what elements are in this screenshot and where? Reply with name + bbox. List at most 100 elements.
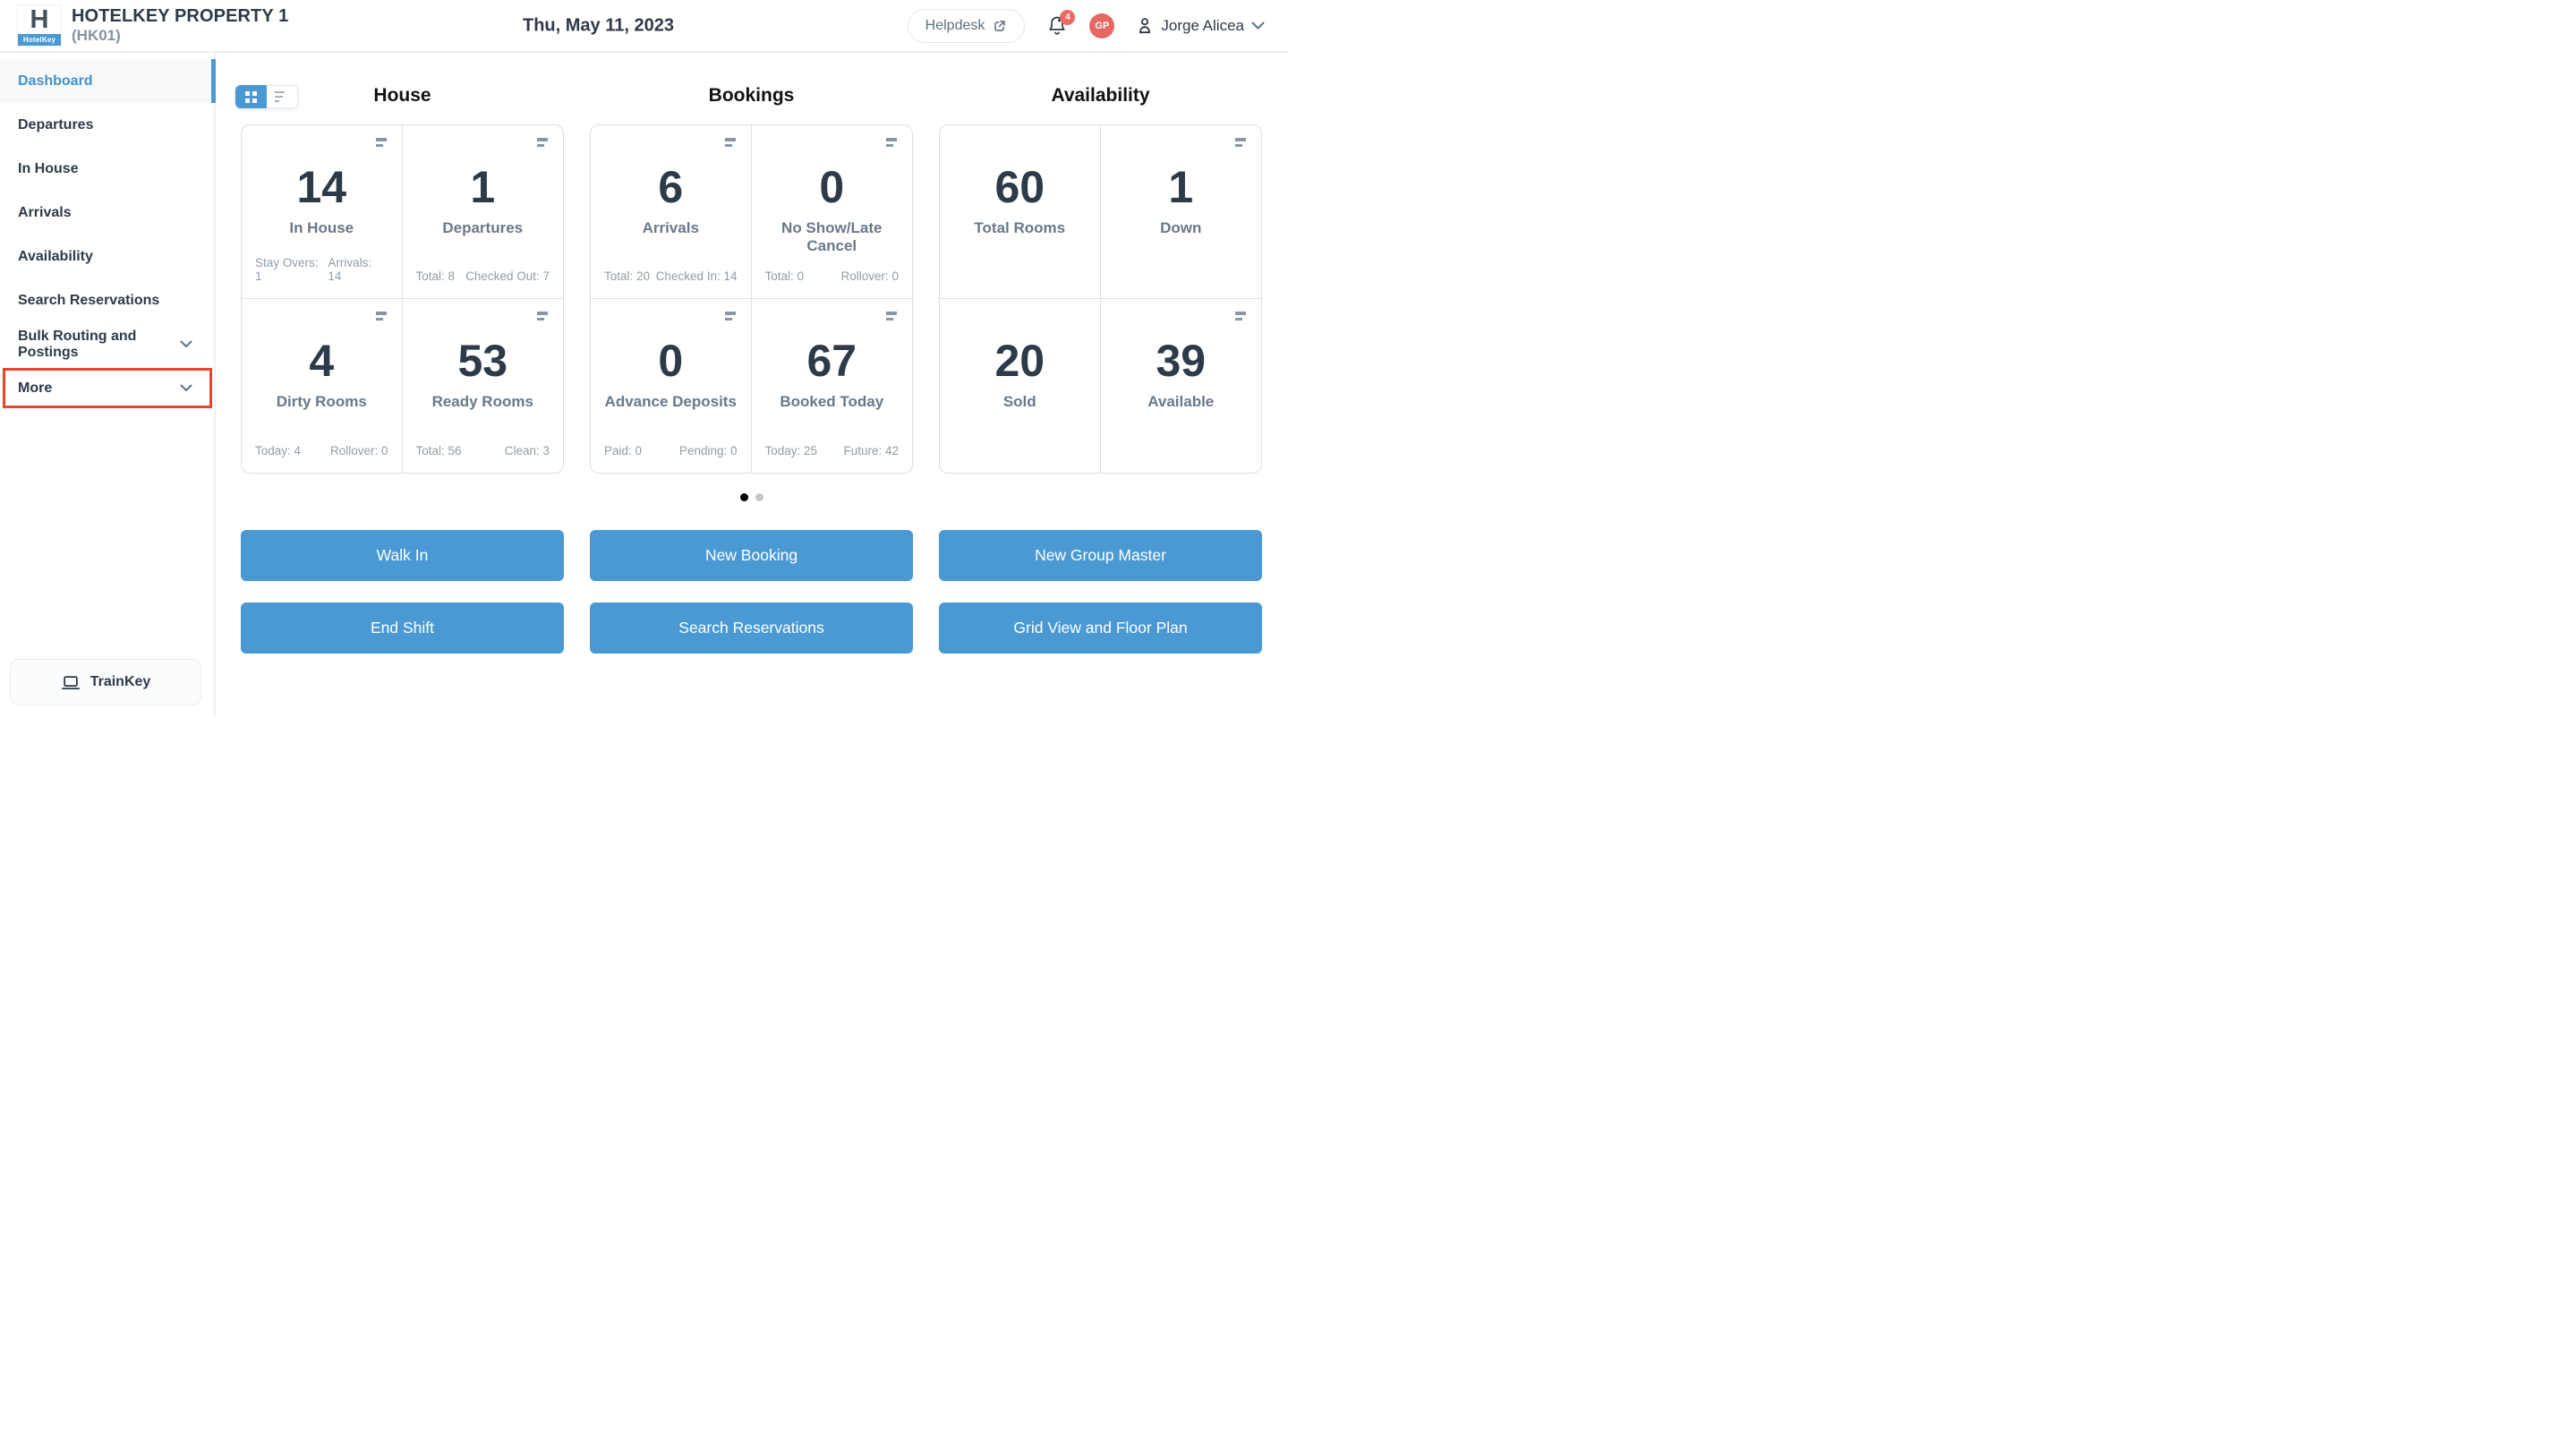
card-value: 6 (658, 162, 684, 212)
trainkey-button[interactable]: TrainKey (10, 659, 201, 705)
search-reservations-button[interactable]: Search Reservations (590, 603, 913, 654)
card-stat: Today: 25 (764, 444, 818, 457)
sidebar-item-dashboard[interactable]: Dashboard (0, 59, 216, 103)
notifications-button[interactable]: 4 (1046, 9, 1076, 38)
card-stats: Total: 20 Checked In: 14 (604, 269, 738, 283)
grid-view-icon (245, 90, 257, 103)
card-label: No Show/Late Cancel (781, 219, 883, 254)
card-menu-icon[interactable] (724, 312, 737, 323)
sidebar-item-search-reservations[interactable]: Search Reservations (0, 278, 214, 322)
card-stat: Paid: 0 (604, 444, 643, 457)
grid-view-button[interactable] (235, 85, 267, 108)
sidebar-item-departures[interactable]: Departures (0, 103, 214, 147)
walk-in-button[interactable]: Walk In (241, 530, 564, 581)
card-ready-rooms[interactable]: 53 Ready Rooms Total: 56 Clean: 3 (403, 299, 564, 473)
pagination-dot-active[interactable] (739, 493, 748, 501)
card-advance-deposits[interactable]: 0 Advance Deposits Paid: 0 Pending: 0 (591, 299, 752, 473)
trainkey-label: TrainKey (90, 674, 151, 689)
card-stat: Checked Out: 7 (465, 269, 550, 283)
card-menu-icon[interactable] (375, 312, 388, 323)
user-menu[interactable]: Jorge Alicea (1136, 16, 1265, 35)
card-sold[interactable]: 20 Sold (940, 299, 1101, 473)
sidebar-item-more[interactable]: More (0, 366, 214, 410)
card-stats: Today: 4 Rollover: 0 (255, 444, 388, 457)
card-menu-icon[interactable] (724, 138, 737, 150)
card-stat: Total: 56 (415, 444, 462, 457)
card-label: Down (1160, 219, 1202, 236)
hotelkey-logo[interactable]: H HotelKey (17, 4, 62, 47)
section-titles-row: House Bookings Availability (241, 83, 1262, 108)
sidebar-item-availability[interactable]: Availability (0, 235, 214, 278)
chevron-down-icon (180, 384, 192, 392)
card-label: Arrivals (642, 219, 699, 236)
sidebar-item-label: Bulk Routing and Postings (18, 328, 137, 360)
person-icon (1136, 16, 1154, 35)
card-stat: Total: 0 (764, 269, 805, 283)
sidebar-item-bulk-routing-and-postings[interactable]: Bulk Routing and Postings (0, 322, 214, 366)
user-name: Jorge Alicea (1161, 16, 1244, 34)
sidebar-item-in-house[interactable]: In House (0, 147, 214, 191)
avatar[interactable]: GP (1089, 13, 1115, 38)
card-value: 39 (1156, 336, 1207, 386)
card-in-house[interactable]: 14 In House Stay Overs: 1 Arrivals: 14 (242, 125, 403, 299)
card-value: 20 (994, 336, 1045, 386)
card-value: 1 (470, 162, 496, 212)
sidebar-item-label: Dashboard (18, 73, 93, 89)
sidebar-item-label: Arrivals (18, 204, 72, 220)
card-stats: Total: 56 Clean: 3 (416, 444, 550, 457)
property-name: HOTELKEY PROPERTY 1 (72, 6, 289, 27)
card-stat: Arrivals: 14 (328, 256, 372, 283)
card-arrivals[interactable]: 6 Arrivals Total: 20 Checked In: 14 (591, 125, 752, 299)
card-stat: Rollover: 0 (329, 444, 388, 457)
card-booked-today[interactable]: 67 Booked Today Today: 25 Future: 42 (752, 299, 913, 473)
helpdesk-button[interactable]: Helpdesk (907, 8, 1026, 43)
external-link-icon (993, 19, 1007, 33)
quick-actions: Walk In New Booking New Group Master End… (241, 530, 1262, 654)
card-menu-icon[interactable] (537, 138, 549, 150)
new-booking-button[interactable]: New Booking (590, 530, 913, 581)
page-body: Dashboard Departures In House Arrivals A… (0, 53, 1288, 718)
card-departures[interactable]: 1 Departures Total: 8 Checked Out: 7 (402, 125, 563, 299)
sidebar: Dashboard Departures In House Arrivals A… (0, 53, 216, 718)
card-stats: Total: 0 Rollover: 0 (765, 269, 900, 283)
card-stats: Paid: 0 Pending: 0 (604, 444, 738, 457)
sidebar-item-arrivals[interactable]: Arrivals (0, 191, 214, 235)
stat-card-grids: 14 In House Stay Overs: 1 Arrivals: 14 1… (241, 124, 1262, 474)
card-stat: Today: 4 (255, 444, 302, 457)
grid-view-and-floor-plan-button[interactable]: Grid View and Floor Plan (939, 603, 1262, 654)
card-no-show-late-cancel[interactable]: 0 No Show/Late Cancel Total: 0 Rollover:… (751, 125, 912, 299)
section-title-bookings: Bookings (708, 85, 795, 106)
end-shift-button[interactable]: End Shift (241, 603, 564, 654)
dashboard-main: House Bookings Availability 14 In House … (216, 53, 1288, 718)
card-label: Advance Deposits (604, 393, 737, 410)
chevron-down-icon (1251, 21, 1265, 30)
bookings-card-grid: 6 Arrivals Total: 20 Checked In: 14 0 No… (590, 124, 913, 474)
card-menu-icon[interactable] (1235, 312, 1247, 323)
card-total-rooms[interactable]: 60 Total Rooms (940, 125, 1101, 299)
card-stat: Total: 8 (415, 269, 456, 283)
card-label: Total Rooms (974, 219, 1066, 236)
list-view-button[interactable] (267, 85, 298, 108)
card-value: 60 (994, 162, 1045, 212)
card-stat: Future: 42 (843, 444, 899, 457)
logo-brand-label: HotelKey (18, 34, 61, 46)
card-menu-icon[interactable] (1235, 138, 1247, 150)
card-menu-icon[interactable] (886, 312, 898, 323)
card-menu-icon[interactable] (375, 138, 388, 150)
card-menu-icon[interactable] (886, 138, 898, 150)
card-menu-icon[interactable] (537, 312, 549, 323)
card-down[interactable]: 1 Down (1100, 125, 1261, 299)
laptop-icon (61, 674, 81, 691)
header-right-cluster: Helpdesk 4 (907, 8, 1265, 43)
sidebar-item-label: In House (18, 160, 79, 176)
availability-card-grid: 60 Total Rooms 1 Down 20 Sold 39 (939, 124, 1262, 474)
card-dirty-rooms[interactable]: 4 Dirty Rooms Today: 4 Rollover: 0 (242, 299, 403, 473)
new-group-master-button[interactable]: New Group Master (939, 530, 1262, 581)
card-available[interactable]: 39 Available (1101, 299, 1262, 473)
pagination-dot[interactable] (755, 493, 763, 501)
chevron-down-icon (180, 340, 192, 348)
card-stats: Total: 8 Checked Out: 7 (416, 269, 550, 283)
section-title-availability: Availability (1051, 85, 1150, 106)
card-label: Dirty Rooms (276, 393, 367, 410)
top-header: H HotelKey HOTELKEY PROPERTY 1 (HK01) Th… (0, 0, 1288, 53)
